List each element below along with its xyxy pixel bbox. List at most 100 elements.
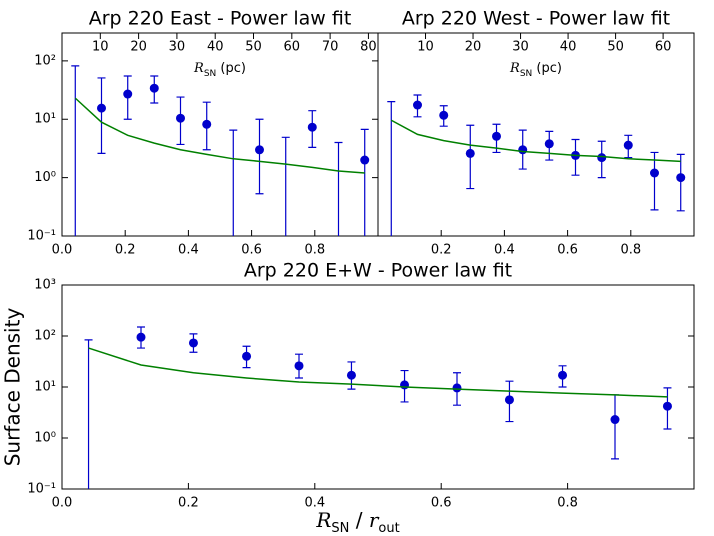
x-tick-label: 0.0 [52,496,73,511]
data-point [294,361,304,371]
error-bar [676,153,685,212]
x-tick-label: 0.4 [178,243,199,258]
panel-title: Arp 220 West - Power law fit [402,8,670,30]
data-point [544,139,554,149]
y-tick-label: 10² [34,329,56,344]
y-tick-label: 10¹ [34,112,56,127]
x-tick-label: 0.6 [557,243,578,258]
y-tick-label: 10³ [34,278,56,293]
error-bar [611,394,619,460]
x-tick-label: 0.6 [431,496,452,511]
data-point [597,153,607,163]
fit-line [74,97,365,174]
data-point [623,140,633,150]
y-axis-label: Surface Density [1,308,25,467]
x-axis-label-part: out [378,521,399,536]
data-point [242,351,252,361]
x-axis-label-part: / [349,508,368,532]
x2-axis-label-part: (pc) [532,61,562,76]
x2-tick-label: 30 [512,40,529,55]
fit-line [390,119,681,163]
x2-tick-label: 20 [465,40,482,55]
data-point [492,131,501,141]
error-bar [650,151,659,211]
x-tick-label: 0.2 [115,243,136,258]
y-tick-label: 10⁻¹ [27,482,56,497]
x2-axis-label-part: SN [520,69,532,79]
y-tick-label: 10¹ [34,380,56,395]
x-tick-label: 0.8 [304,243,325,258]
data-point [255,145,264,155]
x-tick-label: 0.4 [494,243,515,258]
error-bar [387,101,396,236]
panel-title: Arp 220 East - Power law fit [89,8,352,30]
plot-frame [377,32,695,237]
x-tick-label: 0.8 [620,243,641,258]
error-bar [71,65,80,236]
x2-tick-label: 10 [417,40,434,55]
x2-tick-label: 50 [607,40,624,55]
x2-axis-label-part: R [509,61,520,76]
x-tick-label: 0.8 [557,496,578,511]
x2-axis-label-part: SN [204,69,216,79]
x-axis-label-part: SN [331,521,349,536]
x2-tick-label: 60 [284,40,301,55]
x2-axis-label: RSN (pc) [193,61,246,79]
data-point [149,83,159,93]
error-bar [229,129,238,236]
x2-tick-label: 30 [169,40,186,55]
plot-area [84,326,672,489]
data-point [662,401,672,411]
x2-tick-label: 20 [130,40,147,55]
error-bar [97,77,106,154]
plot-area [71,65,370,236]
x-tick-label: 0.2 [431,243,452,258]
y-tick-label: 10⁰ [34,170,56,185]
panel-title: Arp 220 E+W - Power law fit [244,260,512,282]
x2-tick-label: 40 [207,40,224,55]
x-axis-label-part: r [369,508,380,532]
data-point [465,148,475,158]
data-point [610,415,620,425]
data-point [307,122,317,132]
x2-tick-label: 70 [322,40,339,55]
data-point [176,113,185,123]
x2-axis-label-part: (pc) [216,61,246,76]
data-point [518,145,528,155]
data-point [452,383,462,393]
x-tick-label: 0.2 [178,496,199,511]
error-bar [84,339,93,489]
data-point [676,173,686,183]
x-tick-label: 0.6 [241,243,262,258]
x-axis-label: RSN / rout [315,508,399,536]
data-point [400,380,410,390]
data-point [346,370,356,380]
data-point [413,100,422,110]
error-bar [255,118,264,195]
x-tick-label: 0.4 [304,496,325,511]
x2-tick-label: 60 [655,40,672,55]
fit-line [88,347,668,398]
data-point [558,370,568,380]
data-point [504,395,514,405]
plot-area [387,94,686,236]
x2-tick-label: 80 [360,40,377,55]
data-point [202,119,212,129]
data-point [188,338,198,348]
x2-tick-label: 50 [245,40,262,55]
data-point [439,110,449,120]
x2-tick-label: 10 [92,40,109,55]
data-point [650,168,659,178]
x-axis-label-part: R [315,508,331,532]
x-tick-label: 0.0 [52,243,73,258]
data-point [97,103,106,113]
x2-tick-label: 40 [560,40,577,55]
data-point [360,155,370,165]
data-point [136,332,146,342]
y-tick-label: 10⁻¹ [27,229,56,244]
x2-axis-label-part: R [193,61,204,76]
y-tick-label: 10⁰ [34,431,56,446]
y-tick-label: 10² [34,53,56,68]
error-bar [334,141,343,236]
